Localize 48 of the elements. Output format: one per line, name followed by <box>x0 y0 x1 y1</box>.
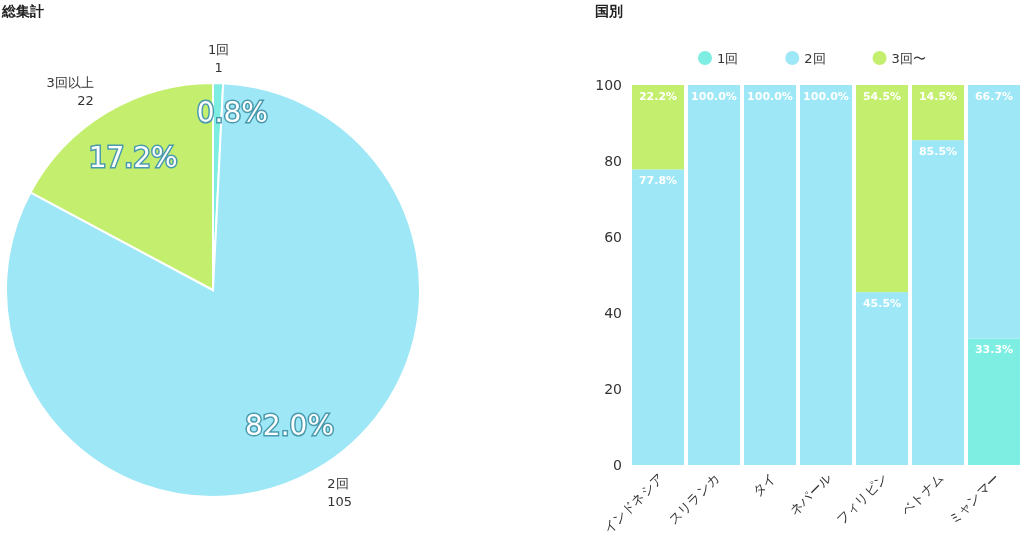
x-tick-label: フィリピン <box>833 470 891 528</box>
bar <box>856 85 908 293</box>
bar <box>912 140 964 465</box>
data-label: 22.2% <box>638 90 678 103</box>
data-label: 100.0% <box>803 90 849 103</box>
data-label: 22 <box>77 93 94 109</box>
bar <box>968 85 1020 339</box>
legend-label: 3回〜 <box>891 51 926 66</box>
chart-title: 総集計 <box>1 3 44 19</box>
legend-label: 2回 <box>804 51 826 66</box>
x-tick-label: スリランカ <box>665 470 723 528</box>
slice-label: 2回 <box>327 475 349 491</box>
bar <box>632 85 684 170</box>
y-tick-label: 60 <box>604 229 622 245</box>
chart-title: 国別 <box>595 3 623 19</box>
slice-label: 3回以上 <box>46 75 94 91</box>
data-label: 1 <box>214 60 223 76</box>
x-tick-label: ベトナム <box>898 470 947 518</box>
y-tick-label: 100 <box>595 77 622 93</box>
x-tick-label: タイ <box>749 470 779 500</box>
data-label: 105 <box>327 493 353 509</box>
bar <box>968 338 1020 465</box>
data-label: 85.5% <box>918 145 958 159</box>
bar <box>632 169 684 465</box>
y-tick-label: 20 <box>604 381 622 397</box>
data-label: 100.0% <box>747 90 793 103</box>
bar <box>856 292 908 465</box>
bar <box>744 85 796 465</box>
y-tick-label: 40 <box>604 305 622 321</box>
bar <box>688 85 740 465</box>
y-tick-label: 0 <box>613 457 622 473</box>
text: 82.0% <box>245 409 334 443</box>
bar <box>912 85 964 141</box>
data-label: 66.7% <box>974 90 1014 103</box>
x-tick-label: ミャンマー <box>945 470 1003 528</box>
x-tick-label: インドネシア <box>600 470 667 537</box>
slice-label: 1回 <box>208 42 230 58</box>
data-label: 100.0% <box>691 90 737 103</box>
x-tick-label: ネパール <box>786 470 835 518</box>
text: 17.2% <box>88 140 178 174</box>
data-label: 54.5% <box>862 90 902 103</box>
data-label: 77.8% <box>638 174 678 188</box>
data-label: 45.5% <box>862 297 902 311</box>
y-tick-label: 80 <box>604 153 622 169</box>
data-label: 33.3% <box>974 343 1014 357</box>
bar <box>800 85 852 465</box>
data-label: 14.5% <box>918 90 958 103</box>
legend-label: 1回 <box>717 51 739 66</box>
